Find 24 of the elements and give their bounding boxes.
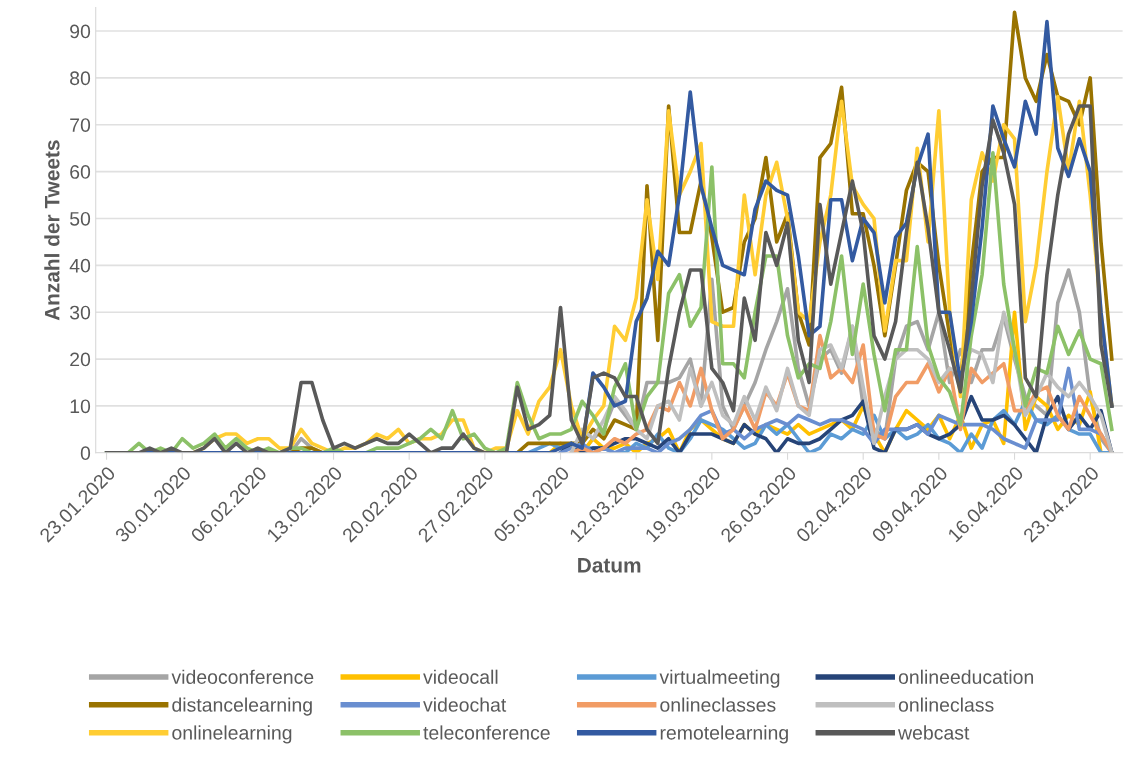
legend-label: videochat xyxy=(423,697,507,712)
legend-label: virtualmeeting xyxy=(659,669,780,688)
x-axis-title: Datum xyxy=(578,558,641,573)
legend-label: remotelearning xyxy=(660,725,788,744)
y-tick-label: 10 xyxy=(70,399,91,414)
legend-label: onlineclasses xyxy=(660,697,776,712)
legend-label: onlineeducation xyxy=(898,669,1034,684)
y-tick-label: 0 xyxy=(80,446,91,461)
y-tick-label: 50 xyxy=(70,211,91,226)
y-axis-title: Anzahl der Tweets xyxy=(44,140,60,321)
y-tick-label: 30 xyxy=(69,305,91,320)
legend-label: webcast xyxy=(898,725,970,740)
y-tick-label: 90 xyxy=(70,24,91,39)
y-tick-label: 20 xyxy=(70,352,91,367)
legend-label: onlinelearning xyxy=(172,725,292,744)
y-tick-label: 70 xyxy=(70,118,91,132)
legend-label: onlineclass xyxy=(898,697,994,712)
y-tick-label: 40 xyxy=(69,258,91,273)
legend-label: videoconference xyxy=(171,669,314,684)
y-tick-label: 60 xyxy=(70,165,91,179)
legend-label: videocall xyxy=(423,669,498,684)
legend-label: distancelearning xyxy=(172,697,312,716)
y-tick-label: 80 xyxy=(70,71,91,86)
legend-label: teleconference xyxy=(423,725,550,740)
